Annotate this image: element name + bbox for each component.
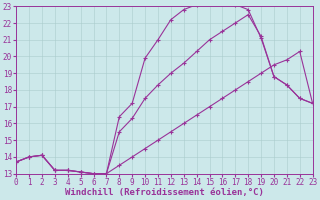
X-axis label: Windchill (Refroidissement éolien,°C): Windchill (Refroidissement éolien,°C)	[65, 188, 264, 197]
